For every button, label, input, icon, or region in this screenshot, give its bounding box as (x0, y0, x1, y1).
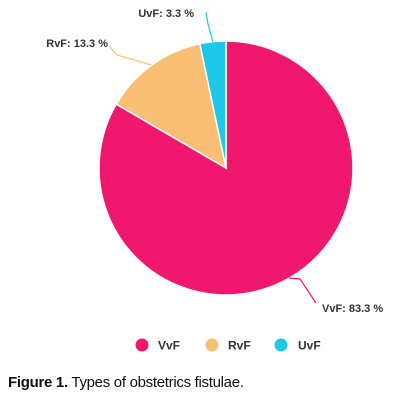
slice-labels: VvF: 83.3 % RvF: 13.3 % UvF: 3.3 % (46, 8, 383, 315)
legend-swatch-rvf (205, 338, 219, 352)
legend-item-vvf: VvF (135, 338, 180, 353)
legend: VvF RvF UvF (135, 338, 321, 353)
slice-label-vvf: VvF: 83.3 % (322, 303, 383, 315)
legend-label-uvf: UvF (298, 339, 321, 353)
pie-slices (98, 40, 354, 296)
figure-caption: Figure 1. Types of obstetrics fistulae. (8, 374, 244, 391)
slice-label-uvf: UvF: 3.3 % (138, 8, 194, 20)
leader-line-vvf (289, 277, 317, 304)
legend-label-vvf: VvF (158, 339, 180, 353)
label-leader-lines (108, 11, 317, 304)
pie-slice-rvf (115, 42, 228, 170)
leader-line-rvf (108, 45, 152, 66)
legend-swatch-uvf (274, 338, 288, 352)
caption-prefix: Figure 1. (8, 374, 68, 391)
leader-line-uvf (205, 11, 214, 42)
legend-item-uvf: UvF (274, 338, 321, 353)
legend-item-rvf: RvF (205, 338, 251, 353)
caption-text: Types of obstetrics fistulae. (67, 374, 244, 391)
legend-swatch-vvf (135, 338, 149, 352)
pie-slice-vvf (98, 40, 354, 296)
legend-label-rvf: RvF (228, 339, 251, 353)
slice-label-rvf: RvF: 13.3 % (46, 38, 108, 50)
